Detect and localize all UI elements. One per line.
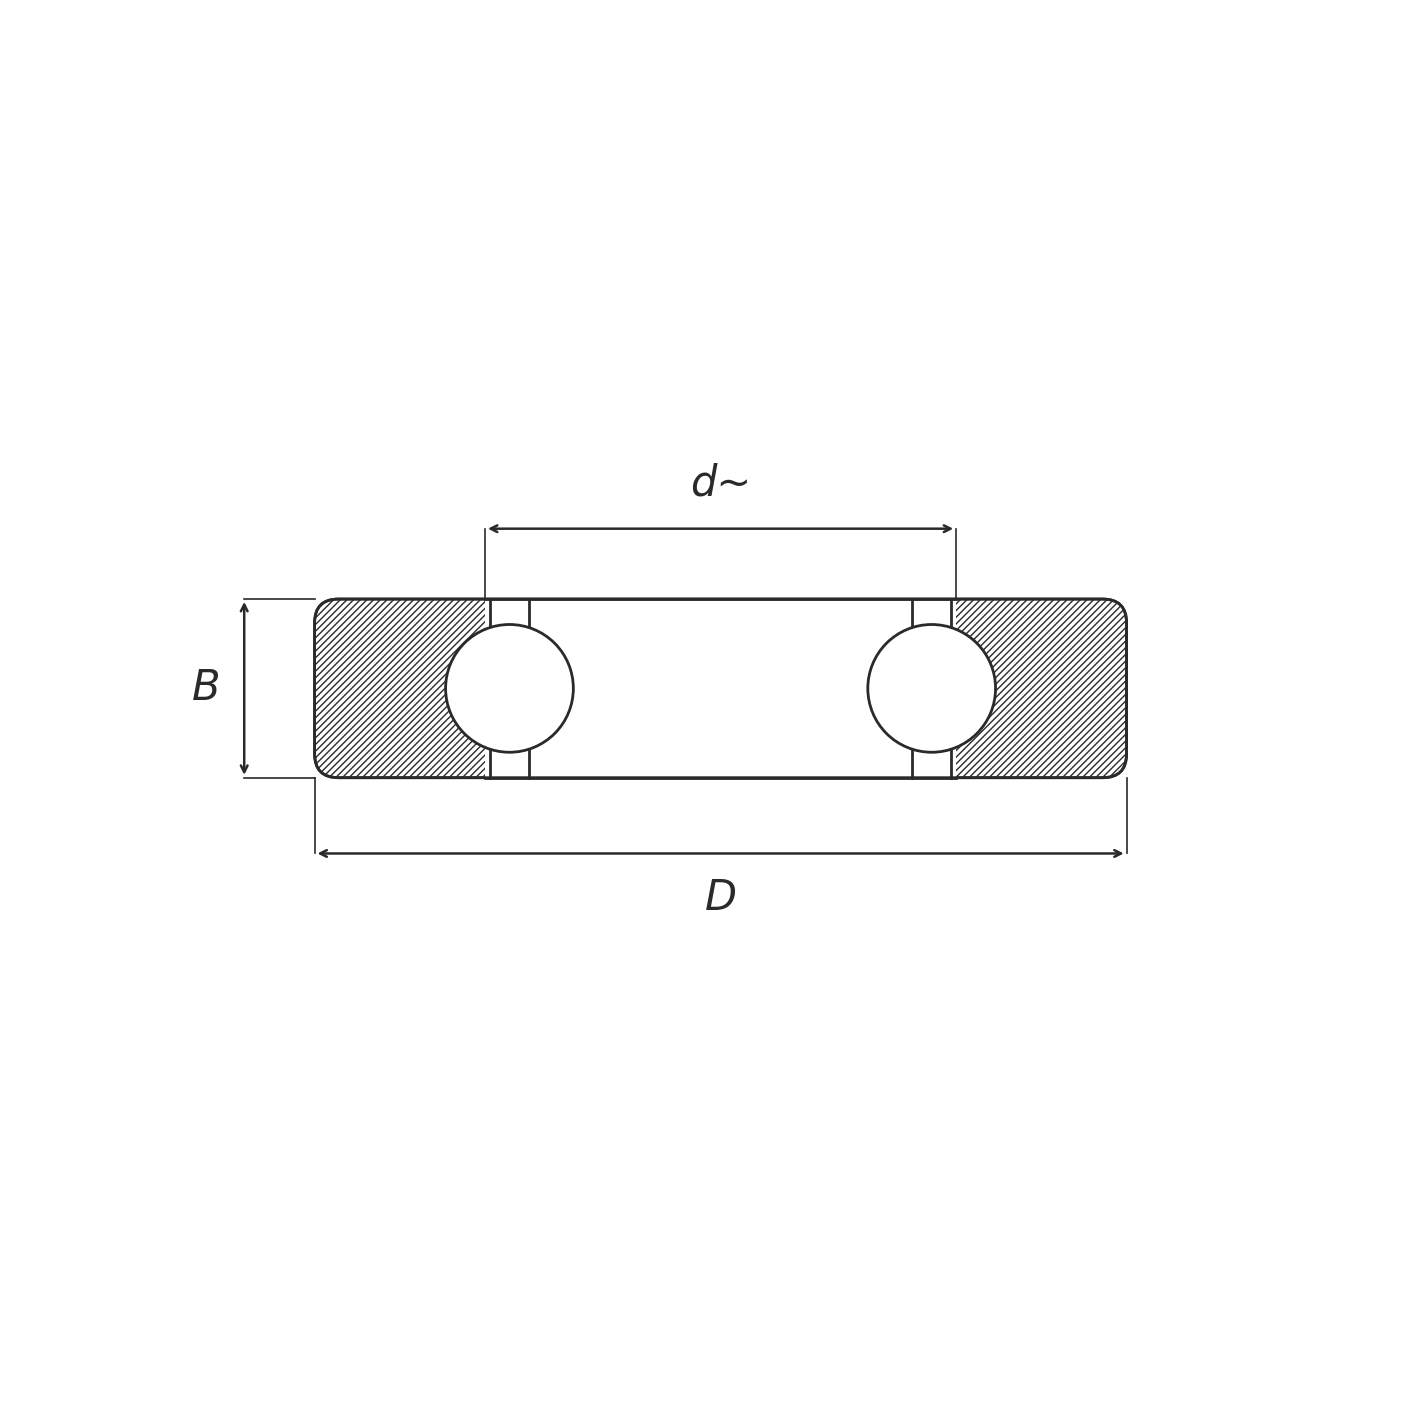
FancyBboxPatch shape: [315, 599, 1126, 778]
Text: d~: d~: [690, 463, 751, 505]
Circle shape: [868, 624, 995, 752]
Bar: [912, 598, 952, 779]
Text: D: D: [704, 877, 737, 920]
Circle shape: [446, 624, 574, 752]
Bar: [489, 598, 529, 779]
Text: B: B: [191, 668, 221, 710]
Bar: [485, 598, 956, 779]
